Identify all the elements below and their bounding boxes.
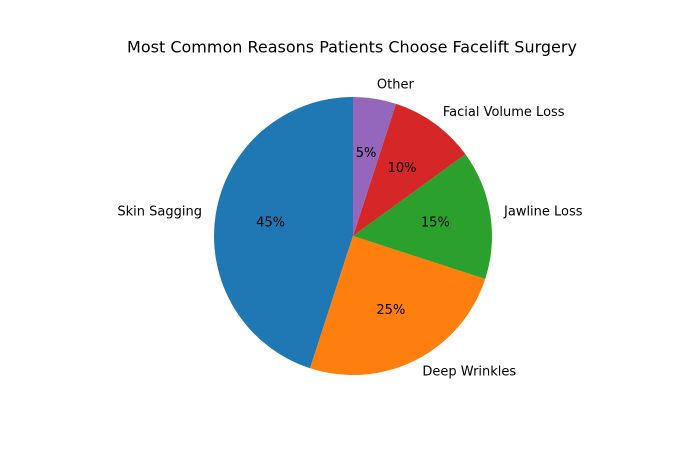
chart-title: Most Common Reasons Patients Choose Face… xyxy=(127,38,577,57)
slice-label: Facial Volume Loss xyxy=(443,105,565,120)
value-label: 5% xyxy=(356,146,377,161)
value-label: 15% xyxy=(421,215,450,230)
pie-slice xyxy=(310,236,486,376)
pie-slice xyxy=(213,97,353,369)
pie-slice xyxy=(353,97,396,236)
pie-slice xyxy=(353,154,492,279)
pie-slice xyxy=(353,103,466,236)
value-label: 10% xyxy=(388,161,417,176)
slice-label: Deep Wrinkles xyxy=(422,365,516,380)
value-label: 25% xyxy=(376,303,405,318)
slice-label: Skin Sagging xyxy=(117,205,202,220)
slice-label: Jawline Loss xyxy=(503,205,583,220)
slice-label: Other xyxy=(377,77,415,92)
value-label: 45% xyxy=(256,215,285,230)
